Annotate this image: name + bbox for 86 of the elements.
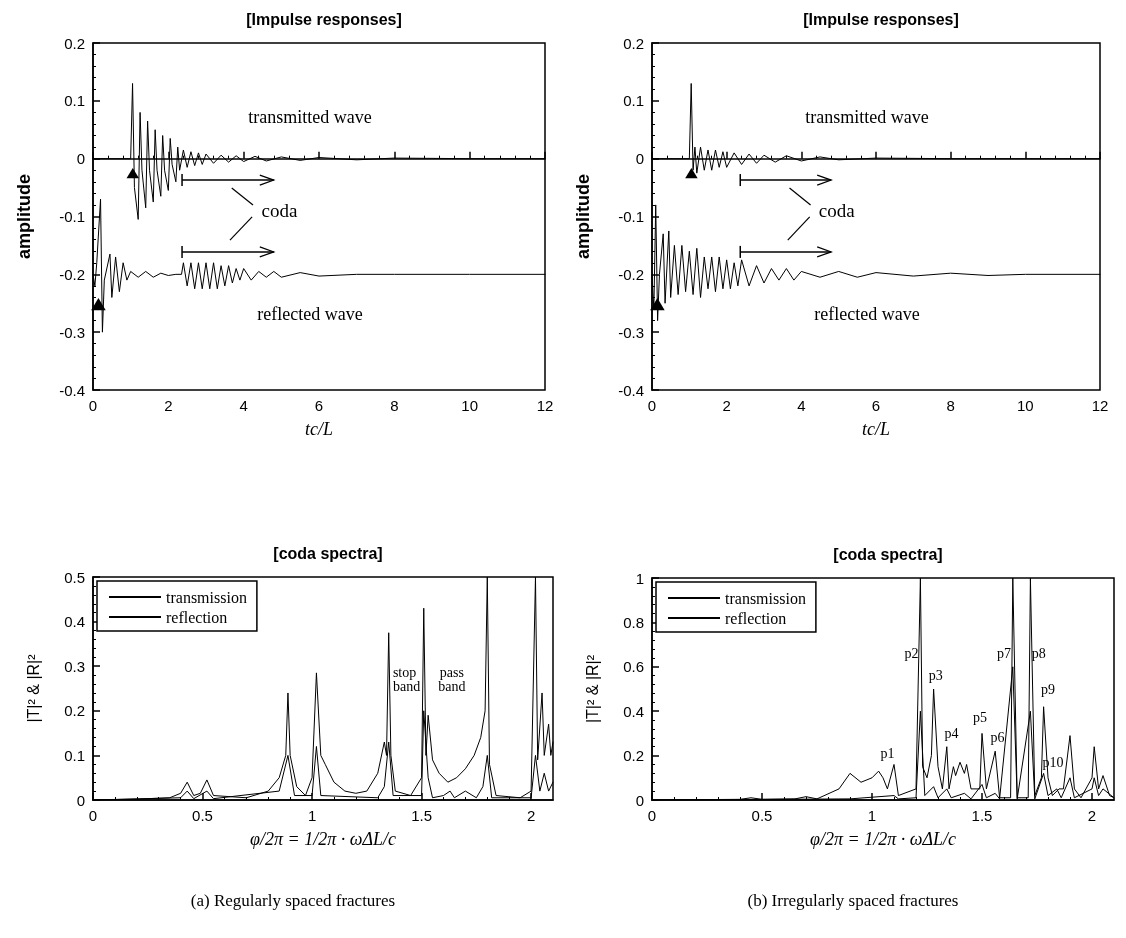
y-tick-label: 0 (635, 791, 644, 809)
legend-label: transmission (725, 589, 806, 607)
series-label: transmitted wave (805, 107, 929, 128)
series-label: transmitted wave (248, 107, 372, 128)
y-tick-label: 0.4 (623, 702, 644, 720)
x-tick-label: 12 (1091, 397, 1109, 414)
y-tick-label: 1 (635, 569, 644, 587)
x-tick-label: 0.5 (192, 807, 213, 824)
y-tick-label: -0.2 (59, 265, 85, 283)
y-tick-label: 0.2 (623, 747, 644, 765)
y-tick-label: -0.4 (59, 381, 85, 399)
x-tick-label: 0 (88, 397, 98, 414)
x-tick-label: 8 (390, 397, 399, 414)
annotation: p5 (973, 710, 988, 726)
y-axis-title: amplitude (14, 173, 34, 260)
x-axis-title: φ/2π = 1/2π · ωΔL/c (250, 829, 396, 849)
annotation: pass band (438, 665, 466, 695)
x-tick-label: 1 (307, 807, 317, 824)
x-tick-label: 0 (647, 397, 657, 414)
y-axis-title: amplitude (573, 173, 593, 260)
chart-title: [Impulse responses] (246, 10, 402, 28)
x-tick-label: 12 (536, 397, 554, 414)
x-tick-label: 1.5 (971, 807, 993, 824)
x-axis-title: tc/L (304, 419, 334, 439)
x-tick-label: 2 (722, 397, 731, 414)
series-label: reflected wave (814, 303, 920, 324)
y-tick-label: 0.6 (623, 658, 644, 676)
legend-label: reflection (725, 609, 787, 627)
x-tick-label: 6 (314, 397, 324, 414)
annotation: p2 (904, 645, 919, 661)
x-tick-label: 4 (239, 397, 248, 414)
y-tick-label: 0.2 (623, 34, 644, 52)
annotation: p9 (1040, 681, 1055, 697)
y-tick-label: 0 (76, 150, 85, 168)
x-tick-label: 1 (867, 807, 877, 824)
y-tick-label: 0.1 (64, 746, 85, 764)
y-tick-label: -0.2 (618, 265, 644, 283)
annotation: p8 (1031, 645, 1046, 661)
annotation: p6 (990, 730, 1005, 746)
annotation: coda (818, 200, 856, 222)
y-tick-label: 0 (635, 150, 644, 168)
chart-title: [Impulse responses] (803, 10, 959, 28)
y-tick-label: 0.8 (623, 613, 644, 631)
x-tick-label: 8 (946, 397, 955, 414)
x-tick-label: 6 (871, 397, 881, 414)
y-axis-title: |T|² & |R|² (24, 653, 42, 723)
text: (b) Irregularly spaced fractures (747, 890, 959, 910)
series-label: reflected wave (257, 303, 363, 324)
x-tick-label: 4 (797, 397, 806, 414)
y-tick-label: -0.3 (59, 323, 85, 341)
y-tick-label: -0.3 (618, 323, 644, 341)
chart-title: [coda spectra] (833, 545, 943, 563)
y-tick-label: -0.1 (618, 208, 644, 225)
annotation: p3 (928, 668, 943, 684)
y-tick-label: 0.2 (64, 34, 85, 52)
y-tick-label: 0.1 (64, 92, 85, 110)
annotation: p1 (880, 745, 895, 761)
text: (a) Regularly spaced fractures (190, 890, 396, 910)
x-tick-label: 1.5 (411, 807, 432, 824)
y-tick-label: 0 (76, 791, 85, 809)
x-axis-title: tc/L (861, 419, 891, 439)
legend-label: transmission (166, 588, 247, 606)
annotation: p4 (944, 725, 959, 741)
y-tick-label: 0.2 (64, 702, 85, 720)
x-tick-label: 2 (526, 807, 536, 824)
x-tick-label: 0.5 (751, 807, 773, 824)
y-axis-title: |T|² & |R|² (583, 654, 601, 724)
x-tick-label: 10 (1016, 397, 1034, 414)
x-tick-label: 0 (647, 807, 657, 824)
annotation: p10 (1042, 754, 1064, 770)
chart-title: [coda spectra] (273, 544, 383, 562)
x-axis-title: φ/2π = 1/2π · ωΔL/c (810, 829, 956, 849)
x-tick-label: 2 (1087, 807, 1097, 824)
x-tick-label: 0 (88, 807, 98, 824)
y-tick-label: 0.4 (64, 613, 85, 631)
y-tick-label: 0.5 (64, 568, 85, 586)
annotation: coda (261, 200, 298, 222)
legend-label: reflection (166, 608, 228, 626)
annotation: p7 (996, 645, 1011, 661)
x-tick-label: 2 (164, 397, 173, 414)
y-tick-label: -0.4 (618, 381, 644, 399)
y-tick-label: 0.3 (64, 657, 85, 675)
annotation: stop band (392, 665, 421, 695)
y-tick-label: 0.1 (623, 92, 644, 110)
y-tick-label: -0.1 (59, 208, 85, 225)
x-tick-label: 10 (461, 397, 479, 414)
